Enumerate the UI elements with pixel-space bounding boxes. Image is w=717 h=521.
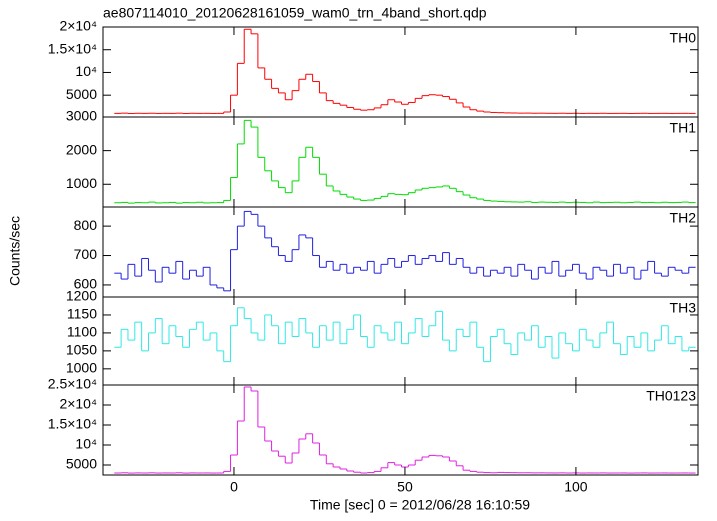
panel-label: TH1 <box>670 120 697 136</box>
y-tick-label: 1150 <box>67 306 97 322</box>
x-tick-label: 50 <box>397 479 413 495</box>
y-tick-label: 5000 <box>66 86 97 102</box>
panel-plot <box>114 307 696 363</box>
y-tick-label: 1.5×10⁴ <box>48 416 97 432</box>
y-tick-label: 1100 <box>67 324 97 340</box>
panel-label: TH3 <box>670 300 697 316</box>
chart-title: ae807114010_20120628161059_wam0_trn_4ban… <box>103 5 487 21</box>
y-tick-label: 1000 <box>66 175 97 191</box>
panel-plot <box>114 28 696 114</box>
y-tick-label: 1000 <box>66 360 97 376</box>
y-tick-label: 10⁴ <box>75 436 97 452</box>
step-connector <box>120 307 690 362</box>
panel-label: TH0 <box>670 30 697 46</box>
panel-plot <box>114 386 696 474</box>
panel-plot <box>114 119 696 204</box>
y-tick-label: 2.5×10⁴ <box>48 376 97 392</box>
step-connector <box>120 211 690 291</box>
y-tick-label: 3000 <box>66 108 97 124</box>
x-axis-label: Time [sec] 0 = 2012/06/28 16:10:59 <box>310 497 530 513</box>
x-tick-label: 100 <box>564 479 588 495</box>
x-tick-label: 0 <box>230 479 238 495</box>
panel-frame <box>102 384 699 476</box>
y-tick-label: 700 <box>74 246 98 262</box>
y-tick-label: 2×10⁴ <box>59 18 97 34</box>
y-tick-label: 2×10⁴ <box>59 396 97 412</box>
y-tick-label: 1050 <box>66 342 97 358</box>
y-axis-label: Counts/sec <box>7 216 23 286</box>
panel-plot <box>114 210 696 292</box>
y-tick-label: 1200 <box>66 288 97 304</box>
y-tick-label: 10⁴ <box>75 63 97 79</box>
panel-label: TH2 <box>670 210 697 226</box>
y-tick-label: 5000 <box>66 456 97 472</box>
y-tick-label: 600 <box>74 276 98 292</box>
y-tick-label: 800 <box>74 217 98 233</box>
panel-label: TH0123 <box>646 388 696 404</box>
y-tick-label: 1.5×10⁴ <box>48 40 97 56</box>
y-tick-label: 2000 <box>66 141 97 157</box>
